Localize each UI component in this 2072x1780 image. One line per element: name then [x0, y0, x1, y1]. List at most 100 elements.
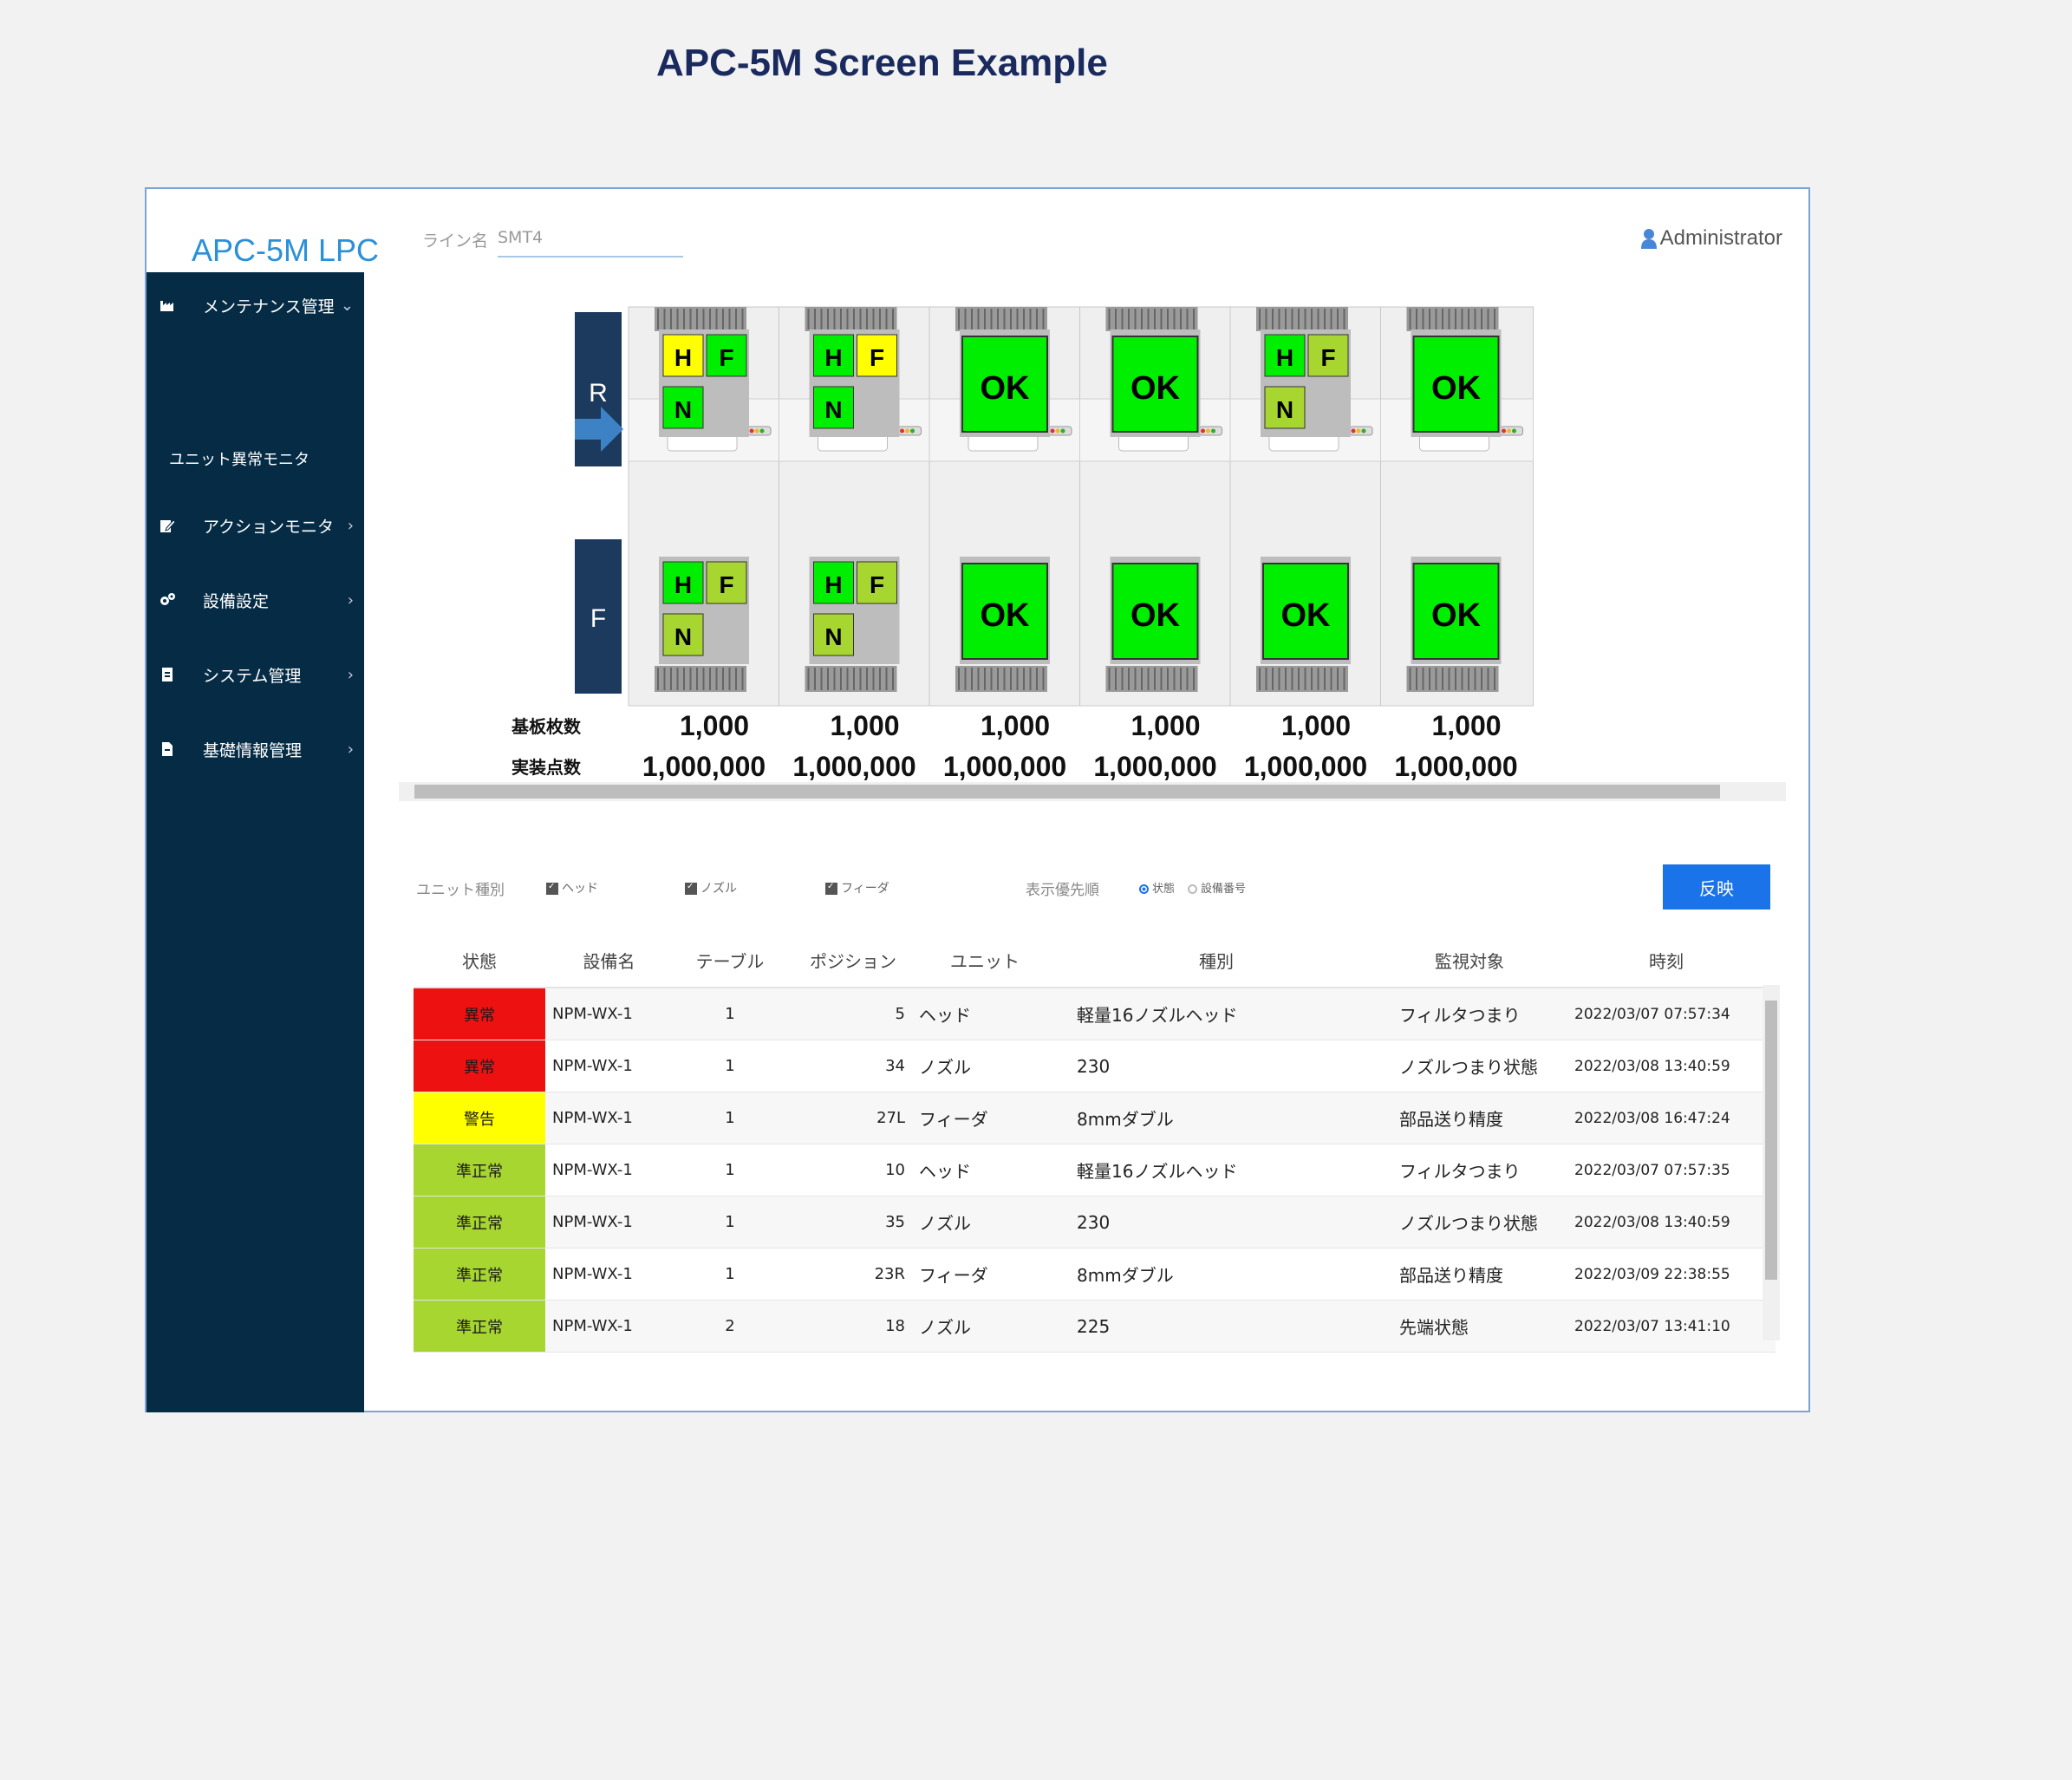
- sidebar-item-equipment-settings[interactable]: 設備設定 ›: [147, 583, 364, 617]
- feeder-status-box[interactable]: [857, 561, 897, 604]
- table-row[interactable]: 警告 NPM-WX-1 1 27L フィーダ 8mmダブル 部品送り精度 2022/03/08…: [414, 1092, 1776, 1144]
- feeder-status-box[interactable]: [1307, 334, 1349, 377]
- checkbox-checked-icon[interactable]: [825, 882, 837, 895]
- table-row[interactable]: 準正常 NPM-WX-1 1 10 ヘッド 軽量16ノズルヘッド フィルタつまり 2022/0…: [414, 1144, 1776, 1196]
- unit-type-label: ユニット種別: [416, 882, 505, 899]
- nozzle-status-box[interactable]: [813, 386, 854, 429]
- machine-unit[interactable]: [1380, 306, 1534, 707]
- column-header[interactable]: 時刻: [1557, 933, 1776, 988]
- time-cell: 2022/03/08 13:40:59: [1557, 1040, 1776, 1092]
- feeder-bank: [655, 307, 746, 331]
- board-count: 1,000: [1431, 710, 1501, 741]
- user-menu[interactable]: Administrator: [1640, 226, 1782, 251]
- user-name: Administrator: [1659, 226, 1782, 250]
- scrollbar-thumb[interactable]: [1765, 1001, 1777, 1280]
- head-letter: H: [674, 571, 692, 598]
- table-row[interactable]: 異常 NPM-WX-1 1 34 ノズル 230 ノズルつまり状態 2022/03/08 13…: [414, 1040, 1776, 1092]
- status-badge: 警告: [414, 1092, 545, 1144]
- head-status-box[interactable]: [662, 334, 704, 377]
- head-status-box[interactable]: [813, 334, 854, 377]
- target-cell: フィルタつまり: [1382, 1144, 1557, 1196]
- head-status-box[interactable]: [813, 561, 854, 604]
- sidebar-item-system-management[interactable]: システム管理 ›: [147, 657, 364, 692]
- table-row[interactable]: 準正常 NPM-WX-1 1 23R フィーダ 8mmダブル 部品送り精度 2022/03/0…: [414, 1248, 1776, 1301]
- column-header[interactable]: ユニット: [919, 933, 1051, 988]
- app-logo: APC-5M LPC: [192, 232, 380, 268]
- line-name-field[interactable]: SMT4: [498, 228, 683, 258]
- status-ok-text: OK: [1431, 597, 1482, 634]
- status-badge: 異常: [414, 988, 545, 1040]
- feeder-letter: F: [1320, 344, 1335, 371]
- status-ok-box[interactable]: [961, 336, 1048, 433]
- column-header[interactable]: 設備名: [545, 933, 673, 988]
- checkbox-checked-icon[interactable]: [546, 882, 558, 895]
- sidebar-item-action-monitor[interactable]: アクションモニタ ›: [147, 508, 364, 543]
- machine-unit[interactable]: [1079, 306, 1233, 707]
- equipment-cell: NPM-WX-1: [545, 1144, 673, 1196]
- table-row[interactable]: 準正常 NPM-WX-1 2 18 ノズル 225 先端状態 2022/03/07 13:41…: [414, 1300, 1776, 1353]
- head-status-box[interactable]: [1264, 334, 1306, 377]
- board-count: 1,000: [680, 710, 749, 741]
- radio-equipment[interactable]: 設備番号: [1188, 879, 1246, 896]
- status-ok-box[interactable]: [1111, 563, 1199, 660]
- column-header[interactable]: 種別: [1051, 933, 1382, 988]
- type-cell: 8mmダブル: [1051, 1092, 1382, 1144]
- feeder-letter: F: [719, 344, 733, 371]
- feeder-checkbox[interactable]: フィーダ: [825, 879, 889, 897]
- nozzle-status-box[interactable]: [662, 386, 704, 429]
- nozzle-checkbox[interactable]: ノズル: [685, 879, 737, 897]
- table-cell: 1: [673, 1040, 787, 1092]
- table-row[interactable]: 準正常 NPM-WX-1 1 35 ノズル 230 ノズルつまり状態 2022/03/08 1…: [414, 1196, 1776, 1249]
- mount-count: 1,000,000: [1394, 751, 1517, 782]
- machine-unit[interactable]: [779, 306, 932, 707]
- column-header[interactable]: テーブル: [673, 933, 787, 988]
- unit-cell: ノズル: [919, 1300, 1051, 1353]
- radio-selected-icon[interactable]: [1139, 884, 1149, 894]
- machine-unit[interactable]: [628, 306, 782, 707]
- nozzle-status-box[interactable]: [813, 613, 854, 656]
- time-cell: 2022/03/08 13:40:59: [1557, 1196, 1776, 1249]
- unit-cell: フィーダ: [919, 1248, 1051, 1301]
- head-checkbox[interactable]: ヘッド: [546, 879, 598, 897]
- equipment-cell: NPM-WX-1: [545, 1196, 673, 1249]
- status-ok-box[interactable]: [1111, 336, 1199, 433]
- checkbox-checked-icon[interactable]: [685, 882, 697, 895]
- status-ok-box[interactable]: [1412, 563, 1500, 660]
- top-bar: APC-5M LPC ライン名 SMT4 Administrator: [147, 189, 1808, 272]
- head-status-box[interactable]: [662, 561, 704, 604]
- status-ok-box[interactable]: [961, 563, 1048, 660]
- feeder-status-box[interactable]: [706, 334, 747, 377]
- status-ok-box[interactable]: [1412, 336, 1500, 433]
- feeder-bank: [955, 666, 1047, 692]
- horizontal-scrollbar[interactable]: [399, 782, 1786, 801]
- nozzle-status-box[interactable]: [662, 613, 704, 656]
- type-cell: 230: [1051, 1196, 1382, 1249]
- type-cell: 軽量16ノズルヘッド: [1051, 1144, 1382, 1196]
- column-header[interactable]: 監視対象: [1382, 933, 1557, 988]
- sidebar: メンテナンス管理 ⌄ ユニット異常モニタ アクションモニタ › 設備設定 › シ…: [147, 272, 364, 1412]
- column-header[interactable]: 状態: [414, 933, 545, 988]
- apply-button[interactable]: 反映: [1663, 864, 1770, 910]
- position-cell: 23R: [787, 1248, 919, 1301]
- vertical-scrollbar[interactable]: [1763, 985, 1780, 1340]
- scrollbar-thumb[interactable]: [414, 785, 1720, 799]
- radio-status[interactable]: 状態: [1139, 879, 1175, 896]
- column-header[interactable]: ポジション: [787, 933, 919, 988]
- table-row[interactable]: 異常 NPM-WX-1 1 5 ヘッド 軽量16ノズルヘッド フィルタつまり 2022/03/…: [414, 988, 1776, 1040]
- chevron-right-icon: ›: [347, 740, 354, 759]
- machine-unit[interactable]: [928, 306, 1083, 707]
- sidebar-item-label: アクションモニタ: [203, 517, 335, 537]
- status-ok-text: OK: [1130, 597, 1181, 634]
- sidebar-item-maintenance[interactable]: メンテナンス管理 ⌄: [147, 288, 364, 323]
- radio-unselected-icon[interactable]: [1188, 884, 1197, 894]
- machine-unit[interactable]: [1229, 306, 1384, 707]
- nozzle-letter: N: [674, 623, 692, 650]
- sidebar-subitem-unit-monitor[interactable]: ユニット異常モニタ: [169, 451, 309, 469]
- feeder-status-box[interactable]: [706, 561, 747, 604]
- sidebar-item-basic-info[interactable]: 基礎情報管理 ›: [147, 732, 364, 766]
- feeder-status-box[interactable]: [857, 334, 897, 377]
- feeder-bank: [1105, 666, 1198, 692]
- status-ok-box[interactable]: [1262, 563, 1349, 660]
- nozzle-status-box[interactable]: [1264, 386, 1306, 429]
- status-ok-text: OK: [1281, 597, 1332, 634]
